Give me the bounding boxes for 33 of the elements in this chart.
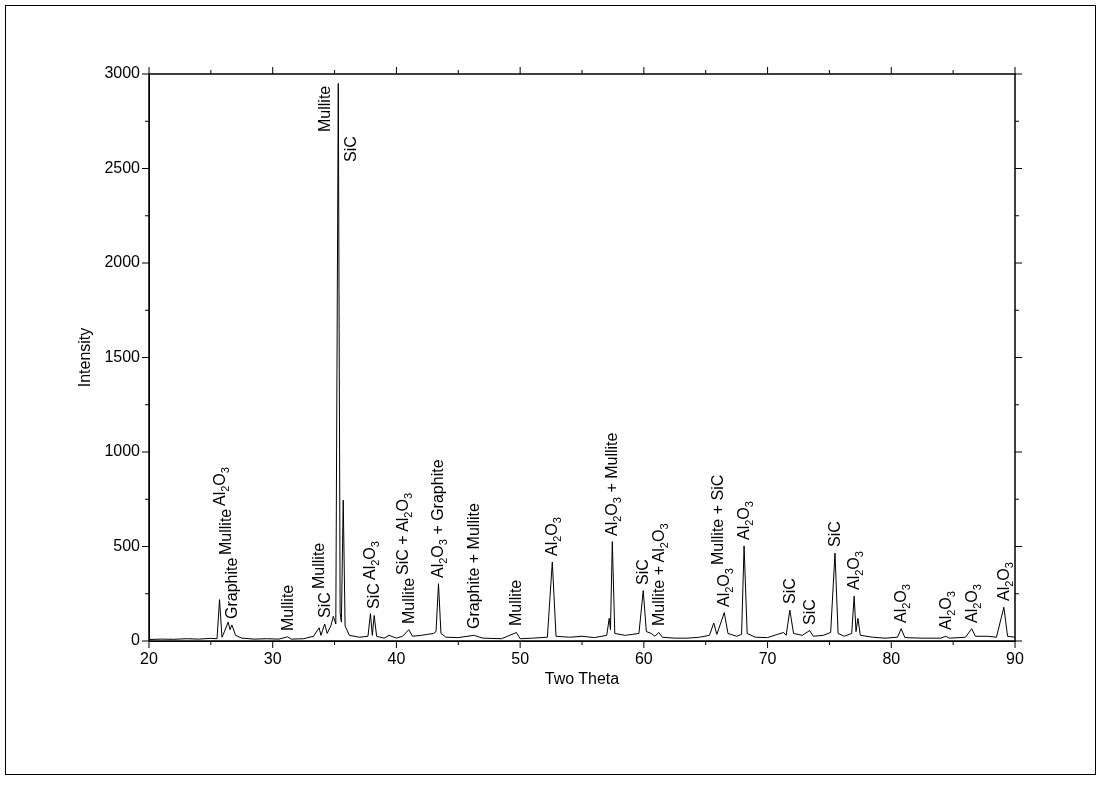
y-tick-label: 3000	[104, 64, 141, 82]
annotation: SiC	[800, 598, 818, 625]
annotation: SiC	[825, 521, 843, 548]
annotation: Mullite	[316, 85, 334, 132]
x-tick-label: 30	[263, 650, 282, 668]
annotation: SiC	[634, 558, 652, 585]
y-tick-label: 2500	[104, 158, 141, 176]
annotation: SiC	[315, 592, 333, 618]
x-tick-label: 20	[140, 650, 158, 668]
x-axis-title: Two Theta	[544, 669, 620, 687]
y-tick-label: 1500	[104, 347, 141, 365]
x-tick-label: 50	[511, 650, 530, 668]
x-tick-label: 80	[882, 650, 901, 668]
annotation: Mullite	[278, 584, 296, 631]
annotation: SiC	[365, 583, 383, 610]
x-tick-label: 70	[758, 650, 777, 668]
annotation: Mullite	[216, 508, 234, 555]
annotation: Mullite + SiC	[709, 474, 727, 565]
annotation: SiC	[780, 578, 798, 605]
y-tick-label: 500	[113, 536, 141, 554]
annotation: Graphite + Mullite	[464, 503, 482, 630]
x-tick-label: 40	[387, 650, 406, 668]
x-tick-label: 60	[634, 650, 653, 668]
y-tick-label: 1000	[104, 442, 141, 460]
annotation: SiC	[342, 136, 360, 162]
y-axis-title: Intensity	[76, 327, 94, 388]
annotation: Mullite	[399, 577, 417, 624]
y-tick-label: 0	[131, 631, 141, 649]
x-tick-label: 90	[1006, 650, 1024, 668]
y-tick-label: 2000	[104, 253, 141, 271]
annotation: Mullite	[507, 580, 525, 627]
annotation: Mullite	[309, 542, 327, 589]
annotation: Graphite	[222, 557, 240, 619]
